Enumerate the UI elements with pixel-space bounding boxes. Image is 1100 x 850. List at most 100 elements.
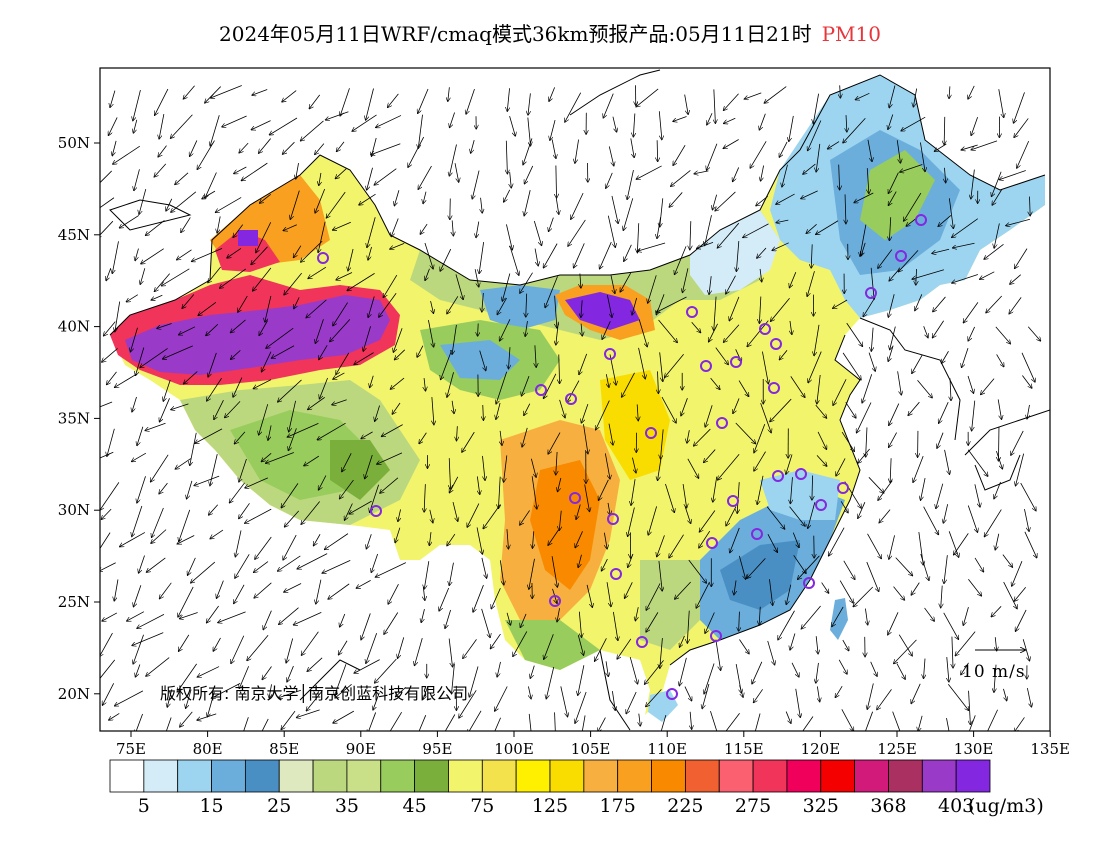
colorbar-label: 5 bbox=[137, 795, 150, 817]
colorbar-label: 225 bbox=[667, 795, 704, 817]
colorbar-swatch bbox=[211, 759, 246, 793]
lon-tick-label: 75E bbox=[116, 740, 146, 758]
lat-tick-label: 35N bbox=[58, 409, 90, 427]
lon-tick-label: 95E bbox=[422, 740, 452, 758]
city-marker bbox=[768, 382, 780, 394]
map-frame bbox=[99, 67, 1051, 732]
lon-tick-label: 135E bbox=[1030, 740, 1070, 758]
colorbar-swatch bbox=[617, 759, 652, 793]
colorbar-swatch bbox=[786, 759, 822, 793]
city-marker bbox=[865, 287, 877, 299]
lat-tick-label: 45N bbox=[58, 226, 90, 244]
colorbar-swatch bbox=[177, 759, 212, 793]
city-marker bbox=[706, 537, 718, 549]
concentration-field bbox=[110, 75, 1045, 722]
city-marker bbox=[759, 323, 771, 335]
colorbar-label: 368 bbox=[870, 795, 907, 817]
colorbar-swatch bbox=[921, 759, 957, 793]
colorbar-swatch bbox=[752, 759, 788, 793]
colorbar-swatch bbox=[346, 759, 382, 793]
title-pollutant: PM10 bbox=[821, 22, 881, 46]
city-marker bbox=[666, 688, 678, 700]
city-marker bbox=[815, 499, 827, 511]
colorbar-swatch bbox=[244, 759, 280, 793]
city-marker bbox=[610, 568, 622, 580]
lon-tick-label: 115E bbox=[724, 740, 764, 758]
lat-tick-label: 25N bbox=[58, 593, 90, 611]
colorbar-swatch bbox=[448, 759, 483, 793]
colorbar-swatch bbox=[312, 759, 348, 793]
city-marker bbox=[772, 470, 784, 482]
lon-tick-label: 80E bbox=[193, 740, 223, 758]
colorbar-swatch bbox=[888, 759, 923, 793]
lat-tick-label: 20N bbox=[58, 685, 90, 703]
colorbar-swatch bbox=[481, 759, 517, 793]
city-marker bbox=[645, 427, 657, 439]
colorbar-swatch bbox=[515, 759, 551, 793]
colorbar-swatch bbox=[380, 759, 416, 793]
city-marker bbox=[549, 595, 561, 607]
title-main: 2024年05月11日WRF/cmaq模式36km预报产品:05月11日21时 bbox=[219, 22, 812, 46]
colorbar-swatch bbox=[414, 759, 449, 793]
city-marker bbox=[686, 306, 698, 318]
colorbar bbox=[109, 759, 991, 793]
colorbar-label: 325 bbox=[802, 795, 839, 817]
city-marker bbox=[727, 495, 739, 507]
city-marker bbox=[710, 630, 722, 642]
city-marker bbox=[770, 338, 782, 350]
colorbar-label: 125 bbox=[531, 795, 569, 817]
colorbar-swatch bbox=[955, 759, 991, 793]
colorbar-label: 403 bbox=[938, 795, 975, 817]
city-marker bbox=[607, 513, 619, 525]
city-marker bbox=[636, 636, 648, 648]
lon-tick-label: 130E bbox=[954, 740, 994, 758]
colorbar-swatch bbox=[854, 759, 889, 793]
city-marker bbox=[716, 417, 728, 429]
city-marker bbox=[730, 356, 742, 368]
colorbar-label: 75 bbox=[470, 795, 495, 817]
colorbar-swatch bbox=[718, 759, 754, 793]
colorbar-swatch bbox=[109, 759, 145, 793]
wind-reference-label: 10 m/s bbox=[962, 662, 1026, 682]
city-marker bbox=[795, 468, 807, 480]
lon-tick-label: 100E bbox=[494, 740, 534, 758]
city-marker bbox=[915, 214, 927, 226]
lon-tick-label: 90E bbox=[346, 740, 376, 758]
colorbar-swatch bbox=[278, 759, 314, 793]
city-marker bbox=[803, 577, 815, 589]
city-marker bbox=[370, 505, 382, 517]
colorbar-label: 25 bbox=[267, 795, 292, 817]
colorbar-swatch bbox=[651, 759, 686, 793]
lat-tick-label: 50N bbox=[58, 134, 90, 152]
colorbar-label: 15 bbox=[199, 795, 224, 817]
copyright-text: 版权所有: 南京大学│南京创蓝科技有限公司 bbox=[160, 684, 469, 703]
longitude-axis: 75E 80E 85E 90E 95E 100E 105E 110E 115E 120E 125E 1… bbox=[116, 731, 1070, 758]
latitude-axis: 50N 45N 40N 35N 30N 25N 20N bbox=[58, 134, 100, 703]
city-marker bbox=[535, 384, 547, 396]
colorbar-swatch bbox=[820, 759, 856, 793]
lon-tick-label: 120E bbox=[801, 740, 841, 758]
coastlines bbox=[109, 69, 1050, 731]
city-marker bbox=[565, 393, 577, 405]
city-marker bbox=[751, 528, 763, 540]
city-marker bbox=[569, 492, 581, 504]
colorbar-swatch bbox=[684, 759, 720, 793]
lon-tick-label: 105E bbox=[571, 740, 611, 758]
lon-tick-label: 125E bbox=[877, 740, 917, 758]
city-marker bbox=[837, 482, 849, 494]
lon-tick-label: 85E bbox=[269, 740, 299, 758]
colorbar-swatch bbox=[143, 759, 179, 793]
city-marker bbox=[700, 360, 712, 372]
colorbar-label: 175 bbox=[599, 795, 636, 817]
colorbar-label: 45 bbox=[402, 795, 427, 817]
wind-vectors bbox=[100, 85, 1040, 731]
colorbar-label: 35 bbox=[334, 795, 360, 817]
city-markers bbox=[317, 214, 927, 700]
city-marker bbox=[604, 348, 616, 360]
city-marker bbox=[317, 252, 329, 264]
colorbar-label: 275 bbox=[734, 795, 772, 817]
lat-tick-label: 30N bbox=[58, 501, 90, 519]
colorbar-unit: (ug/m3) bbox=[968, 795, 1044, 817]
lon-tick-label: 110E bbox=[647, 740, 687, 758]
